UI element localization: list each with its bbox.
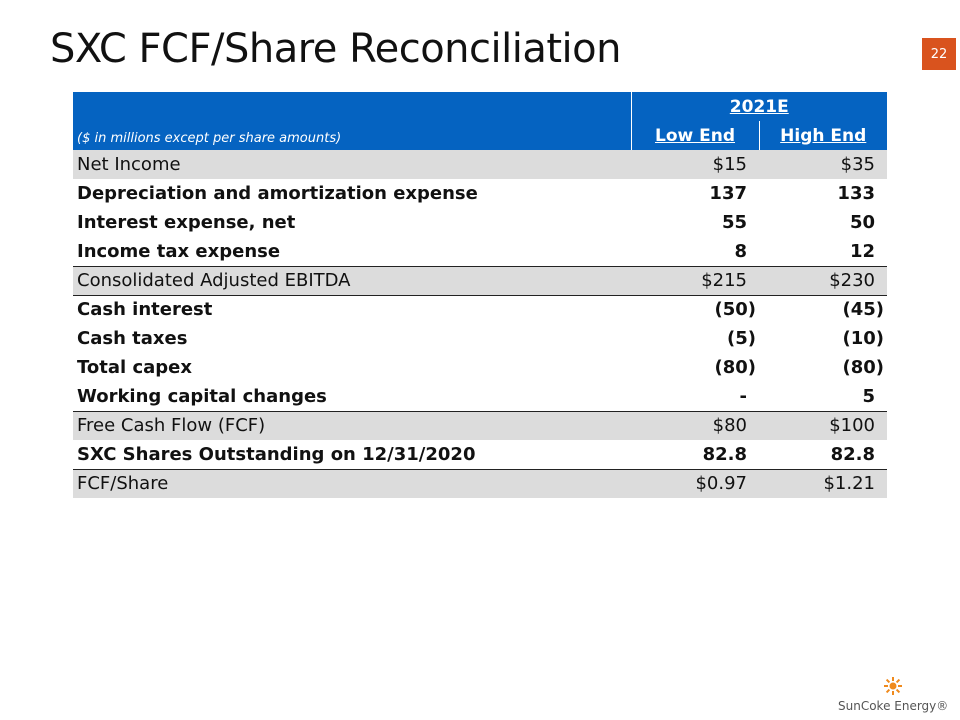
table-row: Free Cash Flow (FCF) $80 $100	[73, 410, 887, 440]
row-value: (80)	[842, 357, 884, 378]
header-row: ($ in millions except per share amounts)…	[73, 121, 887, 150]
row-value: -	[739, 385, 747, 407]
row-value: $215	[631, 265, 759, 295]
row-value: $15	[631, 150, 759, 179]
row-value: 82.8	[702, 443, 747, 465]
row-value: $1.21	[759, 468, 887, 498]
table-row: Interest expense, net 55 50	[73, 208, 887, 237]
table-row: FCF/Share $0.97 $1.21	[73, 468, 887, 498]
row-value: 133	[837, 183, 875, 204]
table-row: Working capital changes - 5	[73, 382, 887, 411]
header-blank	[73, 92, 631, 121]
table-row: Income tax expense 8 12	[73, 237, 887, 266]
row-label: Cash taxes	[77, 328, 188, 349]
row-label: SXC Shares Outstanding on 12/31/2020	[77, 443, 476, 465]
row-value: $80	[631, 410, 759, 440]
table-row: Consolidated Adjusted EBITDA $215 $230	[73, 265, 887, 295]
row-value: $0.97	[631, 468, 759, 498]
reconciliation-table: 2021E ($ in millions except per share am…	[73, 92, 887, 498]
table-row: Net Income $15 $35	[73, 150, 887, 179]
row-label: Total capex	[77, 357, 192, 378]
row-value: 137	[709, 183, 747, 204]
row-value: (80)	[714, 357, 756, 378]
row-value: 8	[734, 240, 747, 262]
row-value: 50	[849, 212, 875, 233]
row-label: Interest expense, net	[77, 212, 296, 233]
table-row: SXC Shares Outstanding on 12/31/2020 82.8…	[73, 440, 887, 469]
row-label: Working capital changes	[77, 385, 327, 407]
row-label: Income tax expense	[77, 240, 281, 262]
logo-text: SunCoke Energy®	[838, 699, 949, 713]
row-value: (5)	[727, 328, 756, 349]
table-row: Cash taxes (5) (10)	[73, 324, 887, 353]
page-number: 22	[922, 38, 956, 70]
row-label: Depreciation and amortization expense	[77, 183, 478, 204]
row-value: (10)	[842, 328, 884, 349]
table-body: Net Income $15 $35 Depreciation and amortiz…	[73, 150, 887, 498]
row-value: 12	[849, 240, 875, 262]
slide-title: SXC FCF/Share Reconciliation	[50, 26, 621, 72]
row-label: Free Cash Flow (FCF)	[73, 410, 631, 440]
row-value: $35	[759, 150, 887, 179]
row-value: (45)	[759, 294, 887, 324]
column-header: High End	[758, 121, 887, 150]
column-header: Low End	[630, 121, 759, 150]
row-label: Net Income	[73, 150, 631, 179]
row-value: (50)	[631, 294, 759, 324]
row-value: $230	[759, 265, 887, 295]
table-row: Cash interest (50) (45)	[73, 294, 887, 324]
row-value: $100	[759, 410, 887, 440]
row-value: 55	[721, 212, 747, 233]
table-row: Total capex (80) (80)	[73, 353, 887, 382]
header-row: 2021E	[73, 92, 887, 121]
group-header: 2021E	[630, 92, 887, 121]
row-label: Cash interest	[73, 294, 631, 324]
row-value: 5	[862, 385, 875, 407]
row-label: FCF/Share	[73, 468, 631, 498]
row-value: 82.8	[830, 443, 875, 465]
logo-icon	[884, 677, 903, 695]
row-label: Consolidated Adjusted EBITDA	[73, 265, 631, 295]
logo: SunCoke Energy®	[838, 676, 948, 713]
table-row: Depreciation and amortization expense 137…	[73, 179, 887, 208]
table-note: ($ in millions except per share amounts)	[73, 121, 631, 150]
